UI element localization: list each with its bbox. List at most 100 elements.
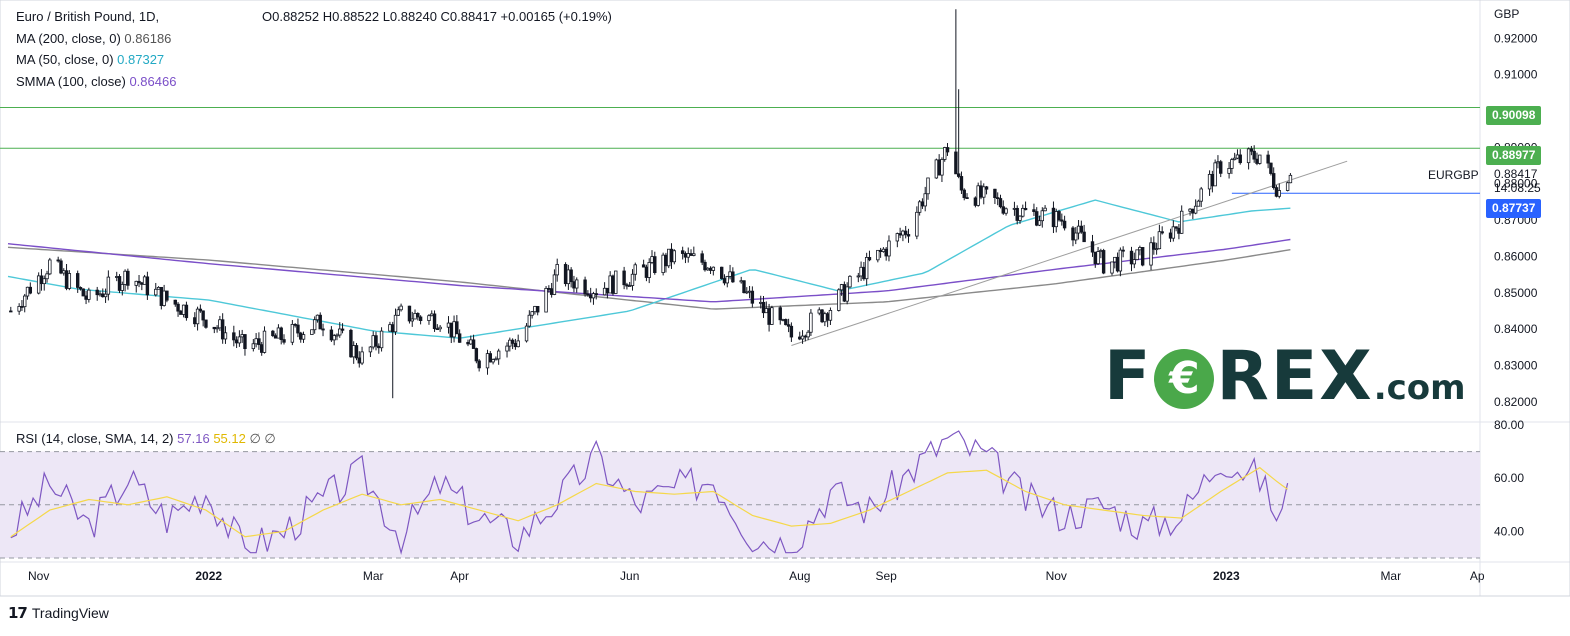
candle-body xyxy=(605,287,610,294)
candle-body xyxy=(625,284,629,287)
candle-body xyxy=(42,278,46,285)
candle-body xyxy=(106,276,111,295)
candle-body xyxy=(212,326,217,330)
candle-body xyxy=(513,342,518,348)
candle-body xyxy=(1196,200,1201,207)
candle-body xyxy=(315,314,320,321)
tradingview-footer[interactable]: 17 TradingView xyxy=(8,604,109,622)
candle-body xyxy=(368,346,373,353)
candle-body xyxy=(75,273,80,288)
candle-body xyxy=(427,315,431,321)
support-tag: 0.87737 xyxy=(1486,199,1542,218)
candle-body xyxy=(296,324,300,334)
candle-body xyxy=(920,201,925,207)
candle-body xyxy=(817,309,821,314)
resistance-upper-tag: 0.90098 xyxy=(1486,106,1542,125)
candle-body xyxy=(181,304,186,315)
symbol-tag: EURGBP xyxy=(1428,168,1479,182)
candle-body xyxy=(1032,209,1036,212)
candle-body xyxy=(602,287,607,296)
candle-body xyxy=(915,211,919,237)
time-tick-label: 2023 xyxy=(1213,569,1240,583)
candle-body xyxy=(1227,168,1231,174)
candle-body xyxy=(1040,210,1045,222)
candle-body xyxy=(1057,211,1061,221)
candle-body xyxy=(25,286,30,297)
candle-body xyxy=(1177,227,1181,234)
candle-body xyxy=(1132,259,1137,265)
candle-body xyxy=(806,331,810,338)
candle-body xyxy=(1179,210,1184,234)
candle-body xyxy=(809,312,813,333)
candle-body xyxy=(237,336,242,344)
candle-body xyxy=(1152,242,1156,250)
candle-body xyxy=(1121,249,1125,252)
candle-body xyxy=(374,335,378,347)
candle-body xyxy=(867,257,872,261)
ma50-legend[interactable]: MA (50, close, 0) 0.87327 xyxy=(16,52,165,67)
candle-body xyxy=(290,323,295,343)
candle-body xyxy=(1232,157,1237,161)
candle-body xyxy=(608,275,612,294)
candle-body xyxy=(633,264,637,275)
rsi-legend[interactable]: RSI (14, close, SMA, 14, 2) 57.16 55.12 … xyxy=(16,431,276,447)
candle-body xyxy=(1129,250,1134,265)
candle-body xyxy=(379,330,384,349)
time-tick-label: Sep xyxy=(876,569,898,583)
candle-body xyxy=(1191,208,1195,214)
smma-value: 0.86466 xyxy=(129,73,177,89)
candle-body xyxy=(496,350,501,360)
candle-body xyxy=(418,316,423,321)
candle-body xyxy=(432,313,437,330)
candle-body xyxy=(979,185,983,198)
ma50-value: 0.87327 xyxy=(117,52,165,67)
candle-body xyxy=(644,266,649,278)
candle-body xyxy=(471,339,476,349)
candle-body xyxy=(572,281,576,289)
candle-body xyxy=(87,289,91,300)
candle-body xyxy=(917,201,922,213)
chart-frame xyxy=(0,0,1570,597)
candle-body xyxy=(614,270,618,294)
candle-body xyxy=(413,312,417,320)
candle-body xyxy=(1093,251,1097,265)
candle-body xyxy=(396,309,401,316)
candle-body xyxy=(575,279,579,289)
candle-body xyxy=(722,278,727,284)
candle-body xyxy=(195,308,200,325)
candle-body xyxy=(510,339,515,344)
ohlc-readout: O0.88252 H0.88522 L0.88240 C0.88417 +0.0… xyxy=(262,9,612,24)
candle-body xyxy=(1285,182,1290,191)
candle-body xyxy=(1035,211,1039,226)
candle-body xyxy=(887,240,891,257)
candle-body xyxy=(279,327,283,340)
candle-body xyxy=(745,291,749,294)
candle-body xyxy=(1060,219,1064,222)
candle-body xyxy=(1113,256,1117,263)
candle-body xyxy=(549,288,554,295)
candle-body xyxy=(747,290,752,293)
price-tick-label: 0.88000 xyxy=(1494,177,1538,191)
candle-body xyxy=(672,250,677,263)
candle-body xyxy=(123,270,127,285)
candle-body xyxy=(761,301,766,314)
candle-body xyxy=(1012,207,1017,210)
candle-body xyxy=(1135,249,1139,260)
candle-body xyxy=(1154,248,1159,251)
candle-body xyxy=(176,303,180,312)
smma-legend[interactable]: SMMA (100, close) 0.86466 xyxy=(16,73,177,89)
candle-body xyxy=(845,286,849,302)
candle-body xyxy=(1188,208,1192,212)
candle-body xyxy=(184,304,189,319)
candle-body xyxy=(485,353,490,369)
candle-body xyxy=(759,301,763,304)
candle-body xyxy=(530,311,534,316)
ma200-legend[interactable]: MA (200, close, 0) 0.86186 xyxy=(16,30,172,46)
candle-body xyxy=(455,321,459,335)
symbol-title[interactable]: Euro / British Pound, 1D, xyxy=(16,9,160,24)
candle-body xyxy=(864,257,869,280)
candle-body xyxy=(984,186,989,190)
candle-body xyxy=(466,341,470,345)
candle-body xyxy=(770,307,774,325)
candle-body xyxy=(20,306,24,308)
